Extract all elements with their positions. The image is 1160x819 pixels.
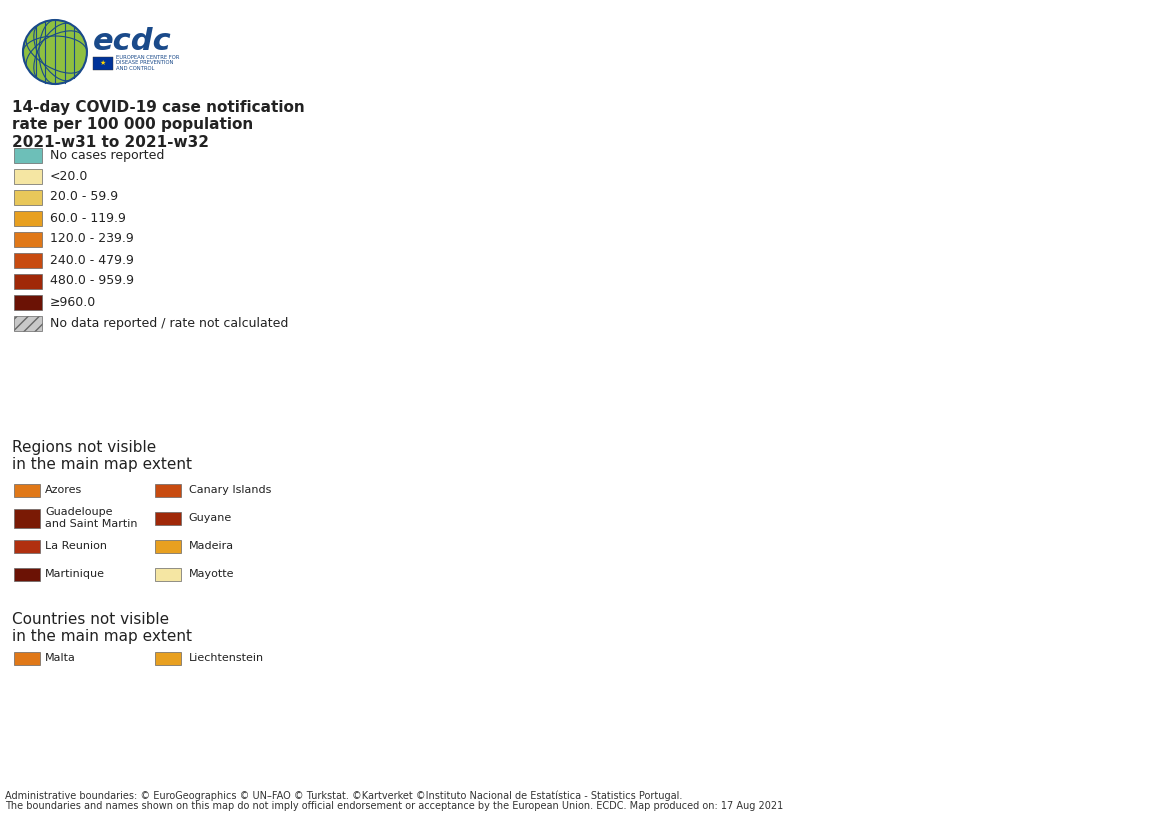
Text: Malta: Malta [45,653,75,663]
Text: ★: ★ [100,60,106,66]
Bar [14,483,39,496]
Bar [14,274,42,288]
Bar [14,210,42,225]
Text: Guyane: Guyane [189,513,232,523]
Text: Countries not visible
in the main map extent: Countries not visible in the main map ex… [12,612,193,645]
Text: No cases reported: No cases reported [50,148,165,161]
Bar [14,189,42,205]
Bar [155,483,181,496]
Text: The boundaries and names shown on this map do not imply official endorsement or : The boundaries and names shown on this m… [5,801,783,811]
Text: Regions not visible
in the main map extent: Regions not visible in the main map exte… [12,440,193,473]
Text: Azores: Azores [45,485,82,495]
Bar [155,651,181,664]
Bar [14,509,39,527]
Text: Guadeloupe
and Saint Martin: Guadeloupe and Saint Martin [45,507,138,529]
Text: 240.0 - 479.9: 240.0 - 479.9 [50,254,133,266]
Bar [93,57,113,70]
Text: La Reunion: La Reunion [45,541,107,551]
Text: Administrative boundaries: © EuroGeographics © UN–FAO © Turkstat. ©Kartverket ©I: Administrative boundaries: © EuroGeograp… [5,790,682,801]
Bar [14,252,42,268]
Bar [14,315,42,331]
Bar [155,512,181,524]
Bar [14,651,39,664]
Bar [14,169,42,183]
Text: Mayotte: Mayotte [189,569,234,579]
Text: ecdc: ecdc [93,28,172,57]
Text: ≥960.0: ≥960.0 [50,296,96,309]
Text: Martinique: Martinique [45,569,104,579]
Text: Madeira: Madeira [189,541,234,551]
Text: Liechtenstein: Liechtenstein [189,653,264,663]
Bar [14,540,39,553]
Text: Canary Islands: Canary Islands [189,485,271,495]
Bar [14,295,42,310]
Bar [14,147,42,162]
Text: 480.0 - 959.9: 480.0 - 959.9 [50,274,133,287]
Bar [155,540,181,553]
Text: 60.0 - 119.9: 60.0 - 119.9 [50,211,125,224]
Text: 20.0 - 59.9: 20.0 - 59.9 [50,191,118,203]
Text: <20.0: <20.0 [50,170,88,183]
Text: 120.0 - 239.9: 120.0 - 239.9 [50,233,133,246]
Bar [14,568,39,581]
Text: EUROPEAN CENTRE FOR
DISEASE PREVENTION
AND CONTROL: EUROPEAN CENTRE FOR DISEASE PREVENTION A… [116,55,180,71]
Bar [14,232,42,247]
Text: 14-day COVID-19 case notification
rate per 100 000 population
2021-w31 to 2021-w: 14-day COVID-19 case notification rate p… [12,100,305,150]
Circle shape [23,20,87,84]
Text: No data reported / rate not calculated: No data reported / rate not calculated [50,316,289,329]
Bar [155,568,181,581]
